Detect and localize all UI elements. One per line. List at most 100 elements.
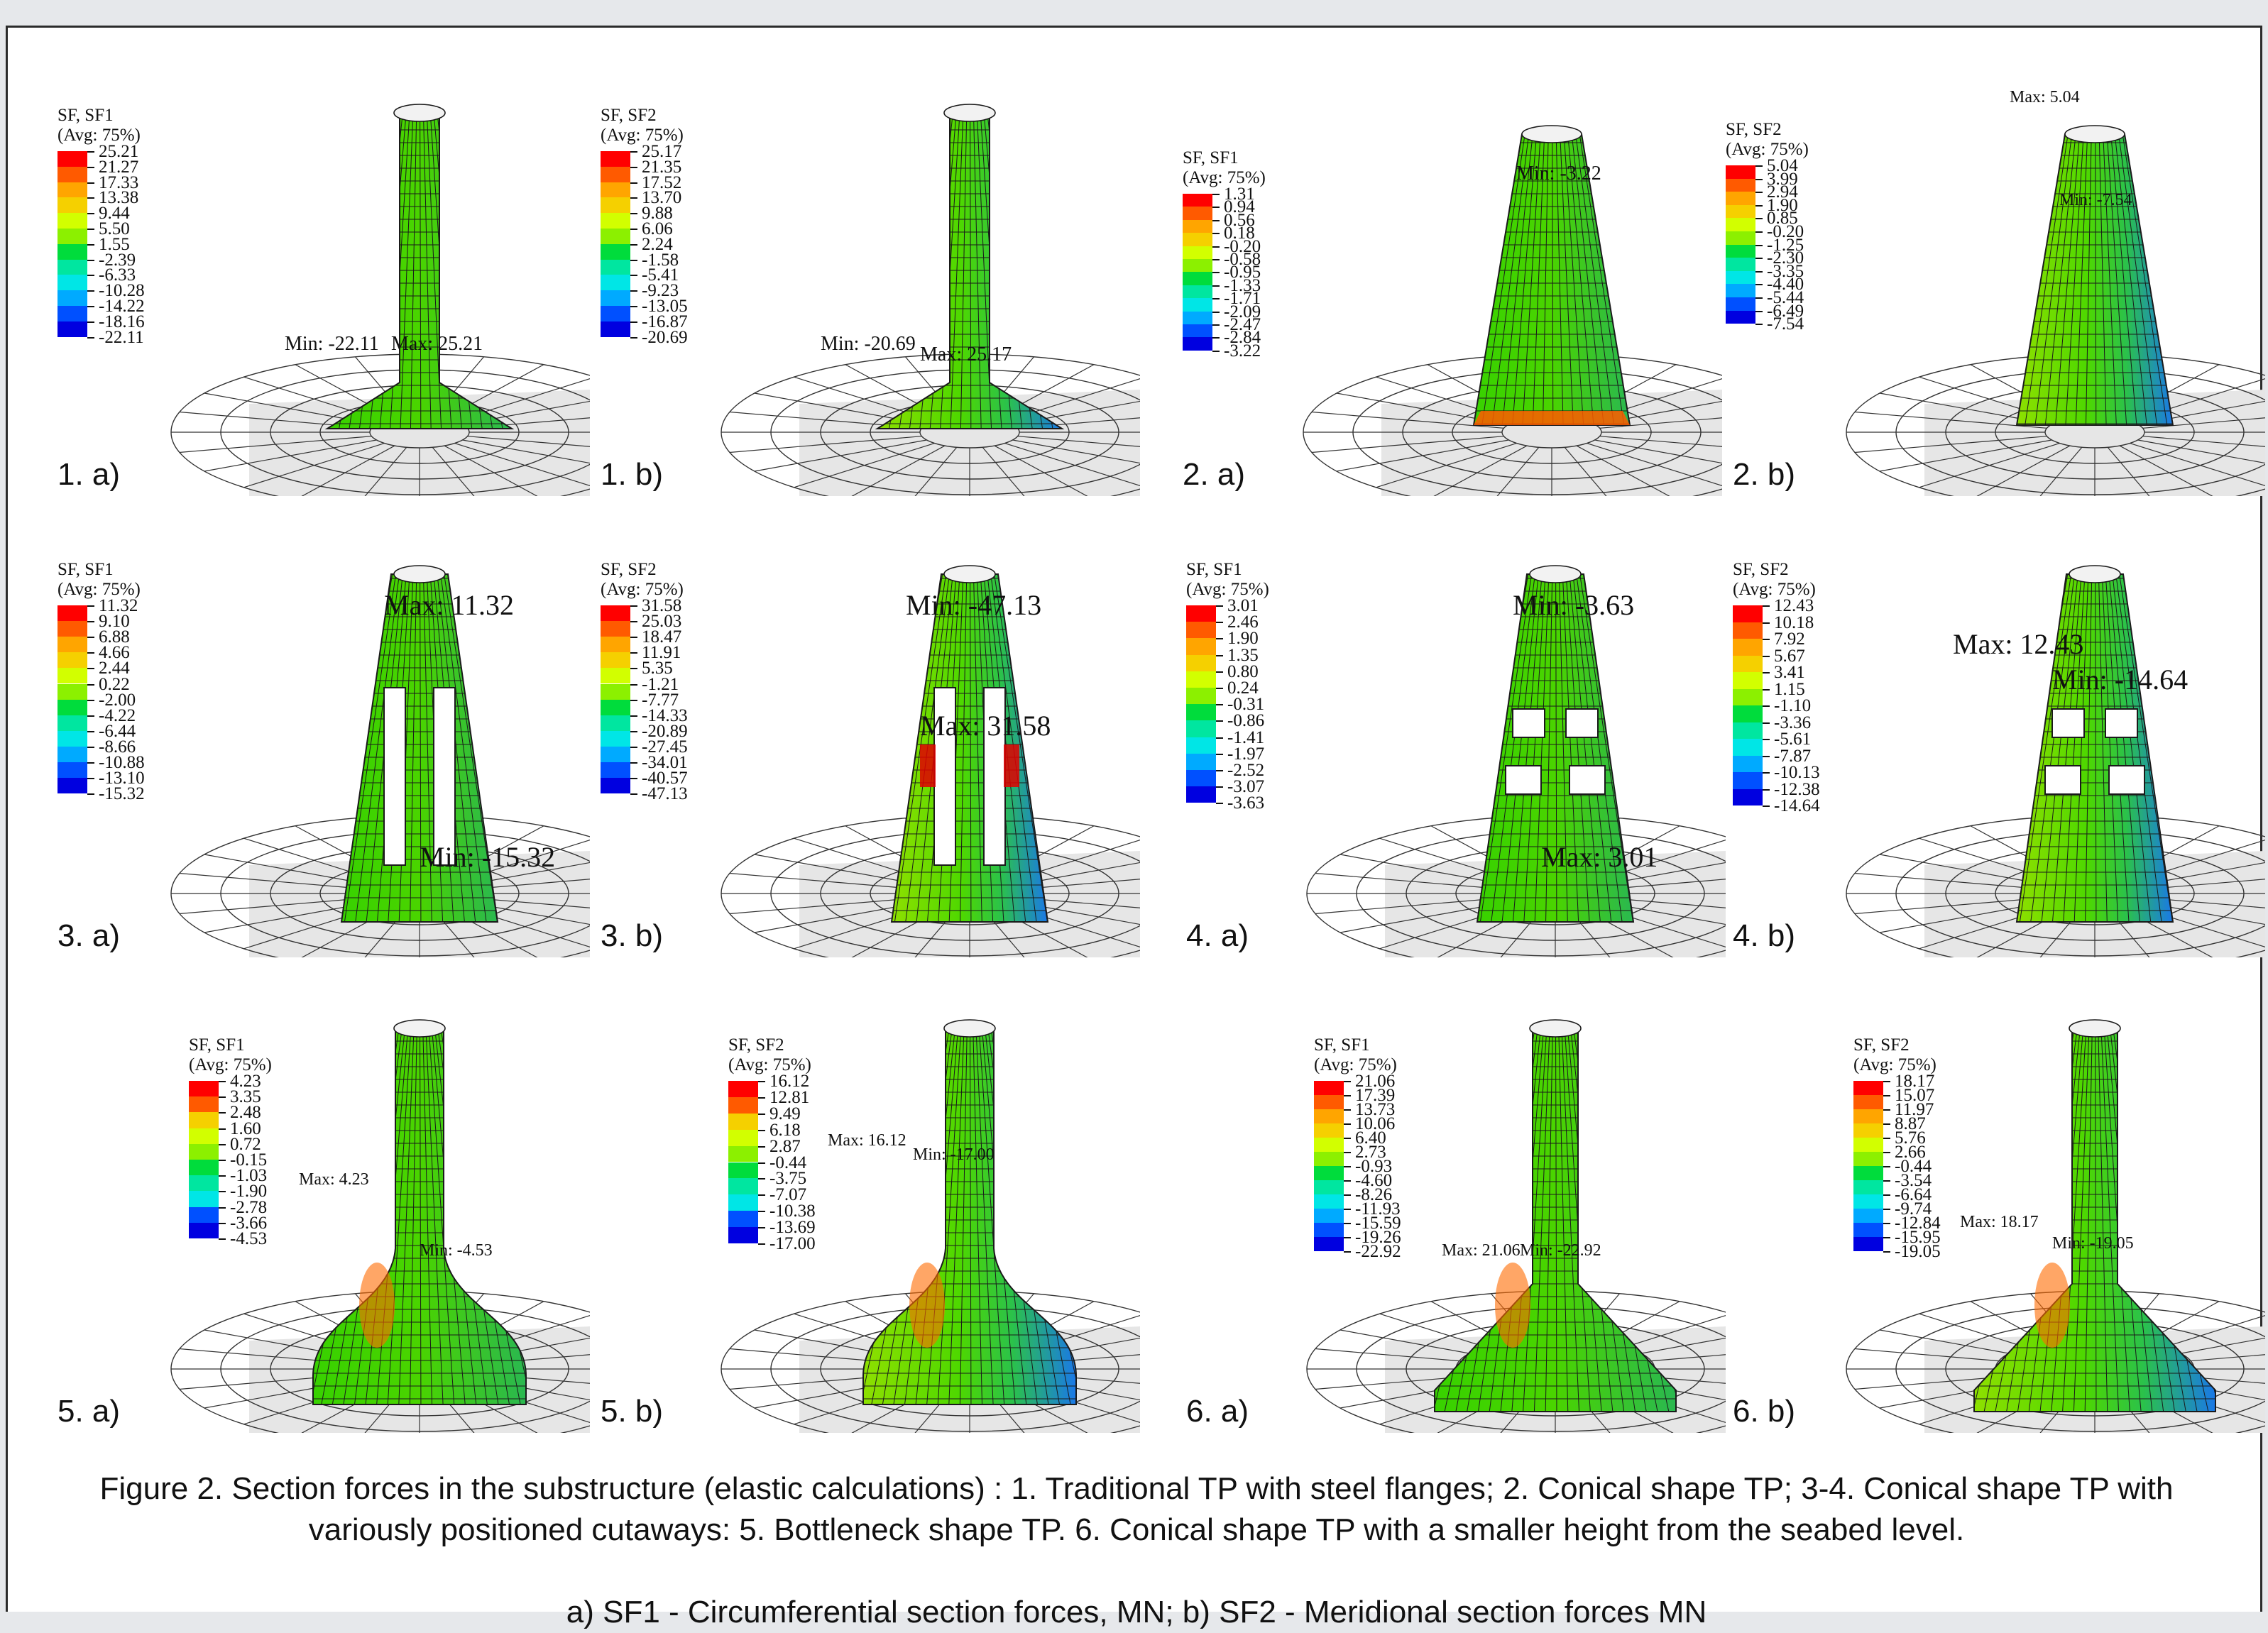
legend-swatch bbox=[57, 243, 87, 260]
legend-tick bbox=[1883, 1180, 1890, 1182]
legend-swatch bbox=[1853, 1109, 1883, 1123]
legend-title: SF, SF1 bbox=[57, 106, 114, 125]
legend-tick bbox=[87, 336, 94, 339]
legend-swatch bbox=[1853, 1095, 1883, 1109]
extreme-value-callout: Max: 25.21 bbox=[391, 333, 483, 355]
legend-tick bbox=[758, 1113, 765, 1115]
legend-swatch bbox=[57, 699, 87, 715]
extreme-value-callout: Max: 5.04 bbox=[2010, 88, 2080, 106]
legend-swatch bbox=[1733, 772, 1763, 789]
color-legend: SF, SF1 (Avg: 75%) 4.23 3.35 2.48 1.60 0.72 -0.… bbox=[189, 1035, 272, 1254]
legend-swatch bbox=[728, 1178, 758, 1195]
legend-tick bbox=[1763, 722, 1770, 724]
legend-swatch bbox=[57, 683, 87, 700]
legend-value: -10.13 bbox=[1774, 763, 1820, 782]
legend-swatch bbox=[1853, 1138, 1883, 1152]
panel-6a: SF, SF1 (Avg: 75%) 21.06 17.39 13.73 10.06 6.4… bbox=[1186, 1007, 1726, 1433]
legend-swatch bbox=[1314, 1223, 1344, 1237]
legend-swatch bbox=[601, 730, 630, 747]
structure-model bbox=[862, 1019, 1077, 1405]
panel-1a: SF, SF1 (Avg: 75%) 25.21 21.27 17.33 13.38 9.4… bbox=[50, 70, 590, 496]
panel-2a: SF, SF1 (Avg: 75%) 1.31 0.94 0.56 0.18 -0.20 -0… bbox=[1183, 70, 1722, 496]
legend-value: -6.49 bbox=[1767, 301, 1804, 321]
legend-swatch bbox=[1726, 297, 1755, 311]
legend-swatch bbox=[57, 605, 87, 622]
legend-value: -3.35 bbox=[1767, 261, 1804, 281]
panel-5b: SF, SF2 (Avg: 75%) 16.12 12.81 9.49 6.18 2.87-… bbox=[601, 1007, 1140, 1433]
legend-swatch bbox=[601, 151, 630, 167]
panel-label: 4. a) bbox=[1186, 918, 1249, 953]
legend-swatch bbox=[1726, 204, 1755, 219]
legend-swatch bbox=[1183, 324, 1212, 338]
legend-value: 2.66 bbox=[1895, 1143, 1926, 1162]
legend-swatch bbox=[1183, 298, 1212, 312]
legend-averaging: (Avg: 75%) bbox=[728, 1055, 811, 1074]
panel-label: 2. a) bbox=[1183, 457, 1246, 492]
legend-swatch bbox=[1314, 1095, 1344, 1109]
legend-swatch bbox=[189, 1096, 219, 1113]
legend-tick bbox=[758, 1243, 765, 1245]
legend-tick bbox=[219, 1191, 226, 1193]
legend-tick bbox=[758, 1211, 765, 1213]
legend-value: 1.35 bbox=[1227, 645, 1259, 665]
legend-value: 2.44 bbox=[99, 659, 130, 678]
panel-2b: SF, SF2 (Avg: 75%) 5.04 3.99 2.94 1.90 0.85 -0.… bbox=[1726, 70, 2265, 496]
legend-tick bbox=[87, 229, 94, 230]
legend-value: -12.84 bbox=[1895, 1214, 1941, 1233]
legend-tick bbox=[1212, 350, 1220, 352]
legend-title: SF, SF1 bbox=[1183, 148, 1239, 167]
legend-swatch bbox=[189, 1081, 219, 1097]
legend-value: 1.15 bbox=[1774, 679, 1805, 699]
legend-tick bbox=[1212, 298, 1220, 300]
legend-swatch bbox=[1314, 1109, 1344, 1123]
panel-graphic bbox=[721, 1019, 1140, 1433]
legend-title: SF, SF1 bbox=[1186, 560, 1242, 579]
legend-swatch bbox=[1733, 688, 1763, 705]
legend-tick bbox=[1344, 1194, 1351, 1196]
legend-value: 0.56 bbox=[1224, 210, 1255, 230]
legend-tick bbox=[219, 1143, 226, 1145]
legend-value: 25.17 bbox=[642, 142, 682, 161]
legend-swatch bbox=[601, 683, 630, 700]
legend-swatch bbox=[1186, 786, 1216, 803]
legend-value: -47.13 bbox=[642, 784, 688, 804]
legend-title: SF, SF2 bbox=[728, 1035, 784, 1055]
legend-value: 2.73 bbox=[1355, 1143, 1386, 1162]
legend-swatch bbox=[1853, 1152, 1883, 1166]
legend-value: 5.04 bbox=[1767, 156, 1798, 175]
legend-title: SF, SF2 bbox=[601, 106, 657, 125]
legend-value: 11.91 bbox=[642, 643, 681, 663]
legend-value: -15.95 bbox=[1895, 1228, 1941, 1247]
legend-tick bbox=[1755, 310, 1763, 312]
legend-tick bbox=[630, 668, 637, 670]
legend-tick bbox=[87, 213, 94, 215]
legend-value: -0.20 bbox=[1767, 222, 1804, 241]
legend-swatch bbox=[1733, 722, 1763, 739]
legend-value: -1.33 bbox=[1224, 275, 1261, 295]
legend-value: 0.24 bbox=[1227, 678, 1259, 698]
legend-title: SF, SF2 bbox=[1853, 1035, 1910, 1055]
legend-value: 0.18 bbox=[1224, 224, 1255, 243]
color-legend: SF, SF2 (Avg: 75%) 16.12 12.81 9.49 6.18 2.87-… bbox=[728, 1035, 816, 1260]
panel-graphic bbox=[1306, 1019, 1726, 1433]
legend-value: -6.64 bbox=[1895, 1185, 1932, 1204]
legend-swatch bbox=[1726, 231, 1755, 245]
legend-value: 6.18 bbox=[769, 1120, 801, 1140]
legend-value: -16.87 bbox=[642, 312, 688, 331]
panel-label: 5. a) bbox=[57, 1394, 121, 1429]
legend-tick bbox=[1212, 233, 1220, 235]
legend-swatch bbox=[601, 621, 630, 637]
legend-value: -2.78 bbox=[230, 1197, 268, 1217]
legend-swatch bbox=[601, 605, 630, 622]
legend-swatch bbox=[57, 778, 87, 794]
legend-tick bbox=[1212, 285, 1220, 287]
legend-swatch bbox=[57, 306, 87, 321]
legend-value: -1.90 bbox=[230, 1182, 268, 1202]
extreme-value-callout: Min: -4.53 bbox=[420, 1241, 493, 1260]
legend-swatch bbox=[1183, 233, 1212, 246]
legend-value: 0.72 bbox=[230, 1134, 261, 1154]
legend-value: 11.32 bbox=[99, 596, 138, 615]
legend-swatch bbox=[1186, 654, 1216, 671]
legend-tick bbox=[1344, 1152, 1351, 1153]
legend-title: SF, SF1 bbox=[1314, 1035, 1370, 1055]
